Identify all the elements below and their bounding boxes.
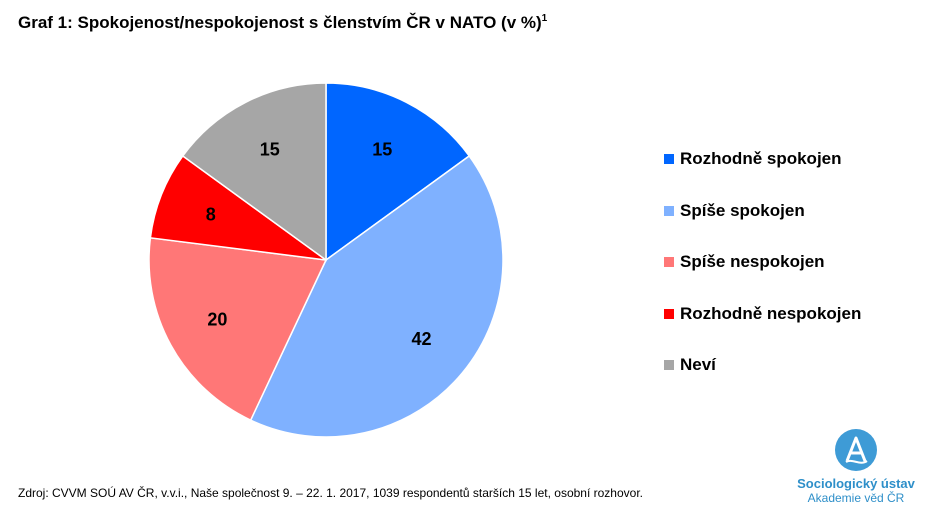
legend-item-4: Rozhodně nespokojen <box>664 303 861 355</box>
pie-data-label-3: 20 <box>207 310 227 330</box>
legend-swatch <box>664 257 674 267</box>
legend-label: Rozhodně spokojen <box>680 149 842 168</box>
legend-item-3: Spíše nespokojen <box>664 251 861 303</box>
chart-legend: Rozhodně spokojen Spíše spokojen Spíše nes… <box>664 148 861 406</box>
title-footnote-mark: 1 <box>541 13 548 24</box>
pie-slice-5 <box>181 82 327 262</box>
pie-slice-1 <box>325 82 471 262</box>
logo-name: Sociologický ústav <box>797 476 915 491</box>
pie-data-label-2: 42 <box>411 329 431 349</box>
legend-label: Rozhodně nespokojen <box>680 303 862 323</box>
legend-swatch <box>664 154 674 164</box>
legend-item-2: Spíše spokojen <box>664 200 861 252</box>
legend-swatch <box>664 205 674 216</box>
legend-swatch <box>664 308 674 319</box>
logo-subtitle: Akademie věd ČR <box>807 491 905 505</box>
legend-label: Neví <box>680 355 716 374</box>
chart-title-text: Graf 1: Spokojenost/nespokojenost s člen… <box>18 13 542 32</box>
source-note: Zdroj: CVVM SOÚ AV ČR, v.v.i., Naše spol… <box>18 486 643 500</box>
legend-swatch <box>664 360 674 370</box>
legend-label: Spíše spokojen <box>680 200 805 220</box>
institution-logo: Sociologický ústav Akademie věd ČR <box>786 428 926 505</box>
chart-title: Graf 1: Spokojenost/nespokojenost s člen… <box>18 13 547 33</box>
pie-slice-3 <box>148 236 328 422</box>
pie-data-label-5: 15 <box>260 140 280 160</box>
pie-data-label-4: 8 <box>206 204 216 224</box>
pie-slice-2 <box>249 154 504 438</box>
legend-item-1: Rozhodně spokojen <box>664 148 861 200</box>
pie-data-labels: 15 42 20 8 15 <box>206 140 432 349</box>
legend-label: Spíše nespokojen <box>680 252 825 271</box>
pie-data-label-1: 15 <box>372 140 392 160</box>
logo-icon <box>835 429 877 471</box>
pie-slices <box>148 82 504 438</box>
pie-slice-4 <box>149 154 327 261</box>
legend-item-5: Neví <box>664 354 861 406</box>
